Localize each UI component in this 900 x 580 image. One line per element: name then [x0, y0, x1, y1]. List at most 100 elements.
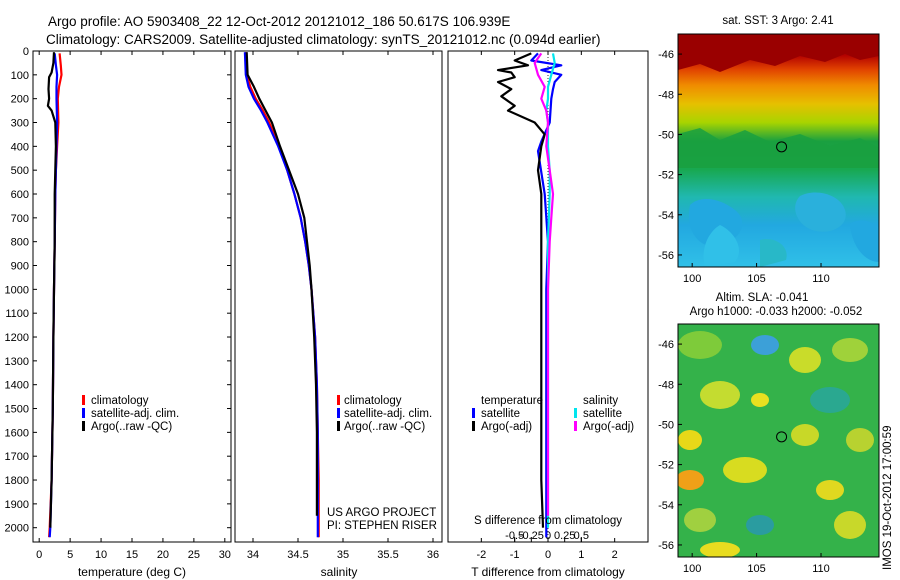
legend-swatch-climatology	[337, 395, 340, 405]
x-tick-label: 25	[188, 549, 200, 561]
series-line-argo-raw-qc	[46, 52, 58, 528]
temperature-series	[46, 52, 63, 538]
lat-tick-label: -48	[658, 379, 674, 391]
argo-position-marker	[776, 141, 788, 153]
legend-swatch-argo	[82, 421, 85, 431]
lon-tick-label: 110	[812, 273, 830, 285]
x-tick-label: 15	[126, 549, 138, 561]
legend-label-argo: Argo(..raw -QC)	[91, 421, 172, 433]
depth-tick-label: 1300	[5, 356, 29, 368]
difference-xlabel: T difference from climatology	[471, 565, 625, 579]
lon-tick-label: 110	[812, 563, 830, 575]
difference-top-label: S difference from climatology	[474, 515, 622, 527]
x-tick-label: 35	[337, 549, 349, 561]
lon-tick-label: 100	[683, 563, 701, 575]
series-line-salinity-argo-adj	[533, 52, 555, 516]
series-line-temperature-argo-adj	[496, 52, 546, 528]
lat-tick-label: -46	[658, 49, 674, 61]
legend-header-temperature: temperature	[481, 395, 543, 407]
depth-tick-label: 1400	[5, 380, 29, 392]
temperature-panel: 0100200300400500600700800900100011001200…	[5, 46, 232, 579]
depth-tick-label: 1000	[5, 284, 29, 296]
lon-tick-label: 105	[747, 273, 765, 285]
legend-swatch-sal-argo	[574, 421, 577, 431]
difference-series	[496, 52, 563, 538]
legend-label-argo: Argo(..raw -QC)	[344, 421, 425, 433]
legend-swatch-climatology	[82, 395, 85, 405]
legend-header-salinity: salinity	[583, 395, 618, 407]
legend-label-climatology: climatology	[91, 395, 149, 407]
difference-x-axis: -2 -1 0 1 2 -0.5-0.25 0 0.250.5	[476, 51, 618, 561]
lat-tick-label: -56	[658, 540, 674, 552]
lat-tick-label: -52	[658, 170, 674, 182]
x-tick-label: 2	[612, 549, 618, 561]
sla-map-subtitle: Argo h1000: -0.033 h2000: -0.052	[690, 306, 863, 318]
legend-swatch-argo	[337, 421, 340, 431]
series-line-satellite-adj-clim	[243, 52, 319, 538]
sla-map-panel: Altim. SLA: -0.041 Argo h1000: -0.033 h2…	[658, 292, 880, 575]
depth-axis: 0 100 200 300 400 500 600 700 800 900 1000 1100 1200…	[5, 46, 231, 535]
salinity-panel: 34 34.5 35 35.5 36 salinity climatology sate…	[234, 50, 443, 579]
pi-label: PI: STEPHEN RISER	[327, 520, 437, 532]
x-tick-label: 0	[36, 549, 42, 561]
temperature-axes-frame	[32, 50, 232, 543]
legend-swatch-temp-argo	[472, 421, 475, 431]
argo-position-marker	[776, 431, 788, 443]
project-label: US ARGO PROJECT	[327, 507, 436, 519]
top-tick-label: 0.25	[554, 530, 575, 542]
series-line-temperature-satellite	[530, 52, 563, 538]
salinity-x-axis: 34 34.5 35 35.5 36	[247, 51, 439, 561]
lat-tick-label: -50	[658, 419, 674, 431]
depth-tick-label: 0	[23, 46, 29, 58]
difference-legend: temperature salinity satellite Argo(-adj…	[472, 395, 634, 433]
lon-tick-label: 100	[683, 273, 701, 285]
depth-tick-label: 1700	[5, 451, 29, 463]
x-tick-label: 36	[427, 549, 439, 561]
x-tick-label: 5	[67, 549, 73, 561]
legend-label-climatology: climatology	[344, 395, 402, 407]
x-tick-label: 35.5	[377, 549, 398, 561]
sst-map-frame	[677, 33, 880, 268]
depth-tick-label: 1900	[5, 499, 29, 511]
lon-tick-label: 105	[747, 563, 765, 575]
top-tick-label: 0.5	[574, 530, 589, 542]
x-tick-label: 34.5	[287, 549, 308, 561]
legend-label-temp-argo: Argo(-adj)	[481, 421, 532, 433]
legend-swatch-temp-satellite	[472, 408, 475, 418]
figure-subtitle: Climatology: CARS2009. Satellite-adjuste…	[46, 32, 601, 47]
temperature-x-axis: 0 5 10 15 20 25 30	[36, 51, 231, 561]
difference-panel: -2 -1 0 1 2 -0.5-0.25 0 0.250.5 T difference fr…	[447, 50, 649, 579]
x-tick-label: 34	[247, 549, 259, 561]
sla-map-axes: 100 105 110 -46 -48 -50 -52 -54 -56	[658, 339, 830, 575]
salinity-series	[243, 52, 320, 538]
lat-tick-label: -52	[658, 460, 674, 472]
x-tick-label: 20	[157, 549, 169, 561]
sla-heatmap	[678, 324, 879, 557]
legend-swatch-sal-satellite	[574, 408, 577, 418]
x-tick-label: -1	[510, 549, 520, 561]
sla-map-frame	[677, 323, 880, 558]
series-line-argo-raw-qc	[245, 52, 318, 516]
depth-tick-label: 300	[11, 118, 29, 130]
depth-tick-label: 200	[11, 94, 29, 106]
salinity-xlabel: salinity	[321, 565, 358, 579]
figure-title: Argo profile: AO 5903408_22 12-Oct-2012 …	[48, 14, 510, 29]
lat-tick-label: -54	[658, 210, 674, 222]
x-tick-label: 30	[219, 549, 231, 561]
depth-tick-label: 2000	[5, 523, 29, 535]
depth-tick-label: 1100	[5, 308, 29, 320]
legend-label-sal-argo: Argo(-adj)	[583, 421, 634, 433]
legend-swatch-satellite	[82, 408, 85, 418]
sst-map-panel: sat. SST: 3 Argo: 2.41 100 105 110 -46 -48 -5…	[658, 15, 880, 285]
x-tick-label: 0	[545, 549, 551, 561]
sla-map-title: Altim. SLA: -0.041	[716, 292, 809, 304]
sst-map-title: sat. SST: 3 Argo: 2.41	[722, 15, 833, 27]
legend-label-satellite: satellite-adj. clim.	[344, 408, 432, 420]
generation-stamp: IMOS 19-Oct-2012 17:00:59	[882, 426, 894, 570]
lat-tick-label: -56	[658, 250, 674, 262]
salinity-axes-frame	[234, 50, 443, 543]
depth-tick-label: 500	[11, 165, 29, 177]
depth-tick-label: 100	[11, 70, 29, 82]
lat-tick-label: -46	[658, 339, 674, 351]
depth-tick-label: 800	[11, 237, 29, 249]
